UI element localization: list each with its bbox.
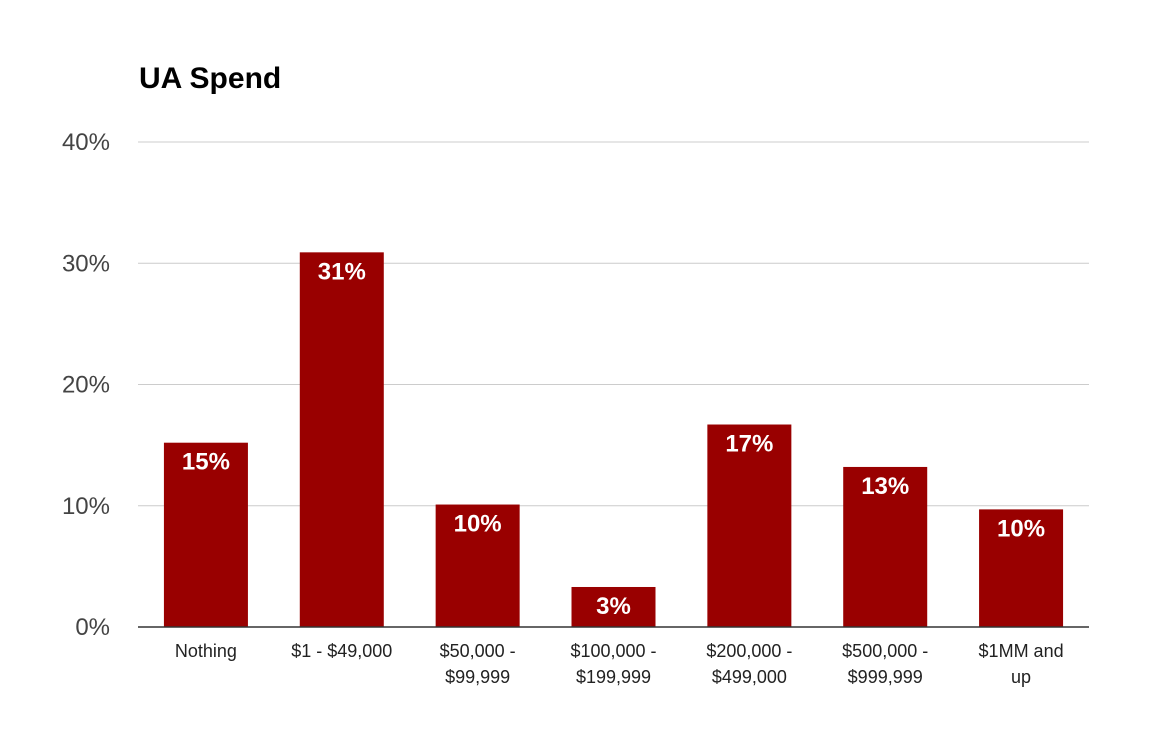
x-tick-label: $499,000	[712, 667, 787, 687]
x-tick-label: Nothing	[175, 641, 237, 661]
bar	[979, 509, 1064, 627]
data-label: 10%	[997, 515, 1045, 542]
bar	[435, 504, 520, 627]
x-tick-label: up	[1011, 667, 1031, 687]
x-tick-label: $100,000 -	[570, 641, 656, 661]
x-tick-label: $199,999	[576, 667, 651, 687]
bar	[707, 424, 792, 627]
data-label: 3%	[596, 593, 631, 620]
x-axis-labels: Nothing $1 - $49,000 $50,000 - $99,999 $100,…	[175, 641, 1064, 687]
x-tick-label: $500,000 -	[842, 641, 928, 661]
data-label: 31%	[318, 258, 366, 285]
data-label: 15%	[182, 449, 230, 476]
x-tick-label: $50,000 -	[440, 641, 516, 661]
bar	[299, 252, 384, 627]
y-tick-label: 20%	[62, 372, 110, 399]
y-tick-label: 40%	[62, 129, 110, 156]
data-label: 10%	[454, 511, 502, 538]
y-tick-label: 10%	[62, 493, 110, 520]
bar	[843, 466, 928, 627]
x-tick-label: $1MM and	[979, 641, 1064, 661]
y-tick-label: 30%	[62, 250, 110, 277]
gridlines	[138, 141, 1089, 507]
x-tick-label: $99,999	[445, 667, 510, 687]
data-label: 13%	[861, 473, 909, 500]
data-label: 17%	[725, 431, 773, 458]
y-axis-ticks: 0% 10% 20% 30% 40%	[62, 129, 110, 641]
bars: 15% 31% 10% 3% 17% 13% 10%	[163, 252, 1064, 627]
chart-title: UA Spend	[139, 62, 282, 95]
bar	[571, 586, 656, 627]
x-tick-label: $1 - $49,000	[291, 641, 392, 661]
y-tick-label: 0%	[75, 614, 110, 641]
bar	[163, 442, 248, 627]
x-tick-label: $999,999	[848, 667, 923, 687]
x-tick-label: $200,000 -	[706, 641, 792, 661]
